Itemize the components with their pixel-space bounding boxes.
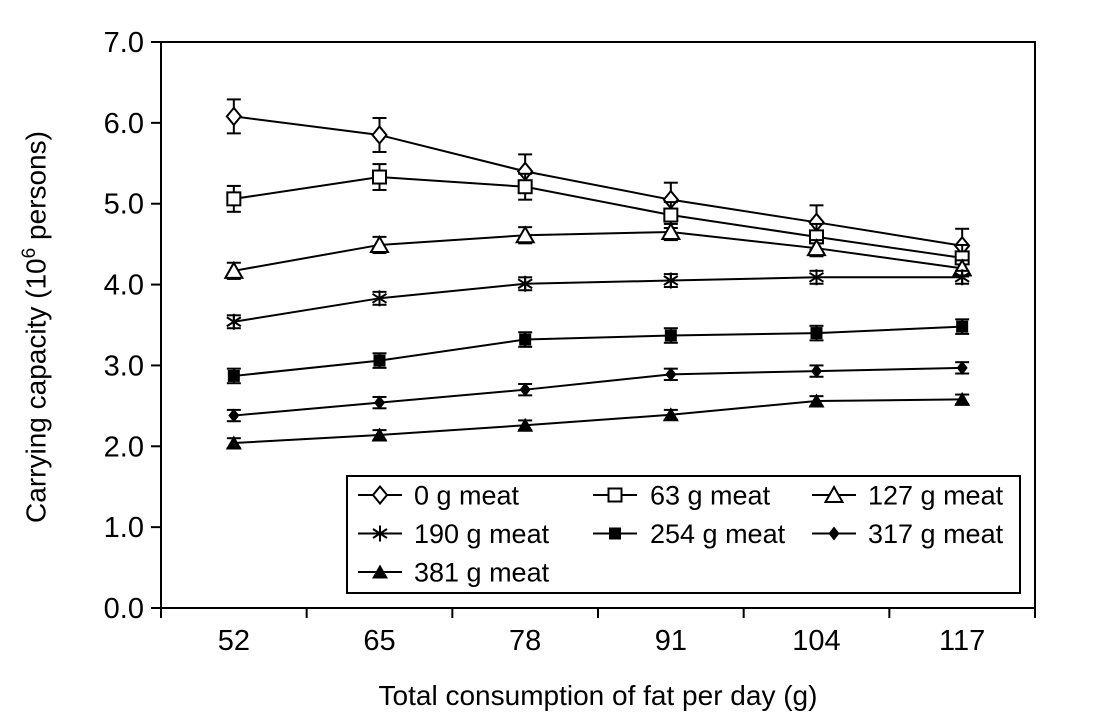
filled-triangle-marker-icon [954, 391, 971, 406]
y-tick-label: 7.0 [104, 27, 144, 59]
asterisk-marker-icon [954, 271, 970, 283]
open-square-marker-icon [517, 179, 533, 195]
x-tick-label: 117 [939, 625, 985, 657]
filled-square-marker-icon [956, 320, 969, 333]
legend-label: 381 g meat [414, 558, 550, 588]
x-tick-label: 78 [509, 625, 541, 657]
x-tick-label: 65 [363, 625, 395, 657]
filled-diamond-marker-icon [374, 395, 385, 410]
x-tick-label: 104 [792, 625, 840, 657]
asterisk-marker-icon [372, 528, 388, 539]
open-triangle-marker-icon [223, 260, 245, 279]
open-triangle-marker-icon [823, 484, 845, 503]
y-tick-label: 0.0 [104, 593, 144, 625]
series-line-3 [233, 276, 963, 323]
filled-triangle-marker-icon [808, 393, 825, 408]
open-square-marker-icon [372, 169, 387, 185]
y-tick-label: 4.0 [104, 270, 144, 302]
series-line-5 [233, 366, 963, 417]
open-triangle-marker-icon [660, 221, 682, 241]
series-line-1 [233, 176, 963, 259]
x-tick-label: 52 [218, 625, 250, 657]
open-triangle-marker-icon [369, 234, 390, 253]
y-tick-label: 1.0 [104, 512, 144, 544]
filled-triangle-marker-icon [372, 564, 388, 579]
open-triangle-marker-icon [806, 238, 827, 257]
series-line-4 [233, 325, 963, 377]
open-triangle-marker-icon [514, 225, 536, 244]
filled-square-marker-icon [227, 369, 240, 382]
filled-triangle-marker-icon [662, 407, 679, 422]
open-diamond-marker-icon [225, 106, 243, 127]
filled-diamond-marker-icon [519, 382, 531, 397]
open-diamond-marker-icon [371, 484, 389, 506]
asterisk-marker-icon [371, 292, 388, 304]
series-line-0 [233, 115, 963, 247]
y-axis-title-text: Carrying capacity (10 [20, 258, 52, 523]
y-axis-title-superscript: 6 [19, 247, 40, 259]
filled-square-marker-icon [519, 333, 532, 346]
legend-label: 190 g meat [414, 519, 550, 549]
filled-diamond-marker-icon [228, 408, 240, 423]
filled-square-marker-icon [810, 327, 823, 340]
y-axis-title-suffix: persons) [20, 131, 52, 248]
y-axis-title: Carrying capacity (106 persons) [10, 77, 52, 577]
filled-diamond-marker-icon [665, 367, 677, 382]
legend-label: 0 g meat [414, 481, 520, 511]
y-tick-label: 6.0 [104, 108, 144, 140]
open-square-marker-icon [663, 207, 679, 223]
filled-triangle-marker-icon [225, 435, 242, 450]
asterisk-marker-icon [517, 278, 533, 290]
y-tick-label: 3.0 [104, 350, 144, 382]
legend-label: 127 g meat [868, 481, 1004, 511]
asterisk-marker-icon [226, 316, 242, 328]
filled-square-marker-icon [664, 329, 677, 342]
filled-triangle-marker-icon [371, 427, 388, 442]
legend-label: 63 g meat [650, 481, 771, 511]
legend-label: 254 g meat [650, 519, 786, 549]
filled-diamond-marker-icon [811, 364, 822, 379]
open-square-marker-icon [607, 487, 623, 503]
x-axis-title: Total consumption of fat per day (g) [378, 680, 818, 711]
y-tick-label: 2.0 [104, 431, 144, 463]
filled-diamond-marker-icon [828, 526, 840, 541]
open-square-marker-icon [226, 191, 242, 207]
filled-square-marker-icon [373, 354, 386, 367]
legend-box [346, 475, 1021, 594]
filled-diamond-marker-icon [956, 360, 968, 375]
asterisk-marker-icon [663, 275, 679, 286]
x-tick-label: 91 [655, 625, 687, 657]
open-diamond-marker-icon [371, 124, 388, 146]
series-line-2 [233, 231, 963, 272]
asterisk-marker-icon [808, 271, 825, 283]
y-tick-label: 5.0 [104, 189, 144, 221]
filled-square-marker-icon [609, 527, 621, 540]
legend-label: 317 g meat [868, 519, 1004, 549]
series-line-6 [233, 398, 963, 445]
filled-triangle-marker-icon [517, 417, 534, 432]
